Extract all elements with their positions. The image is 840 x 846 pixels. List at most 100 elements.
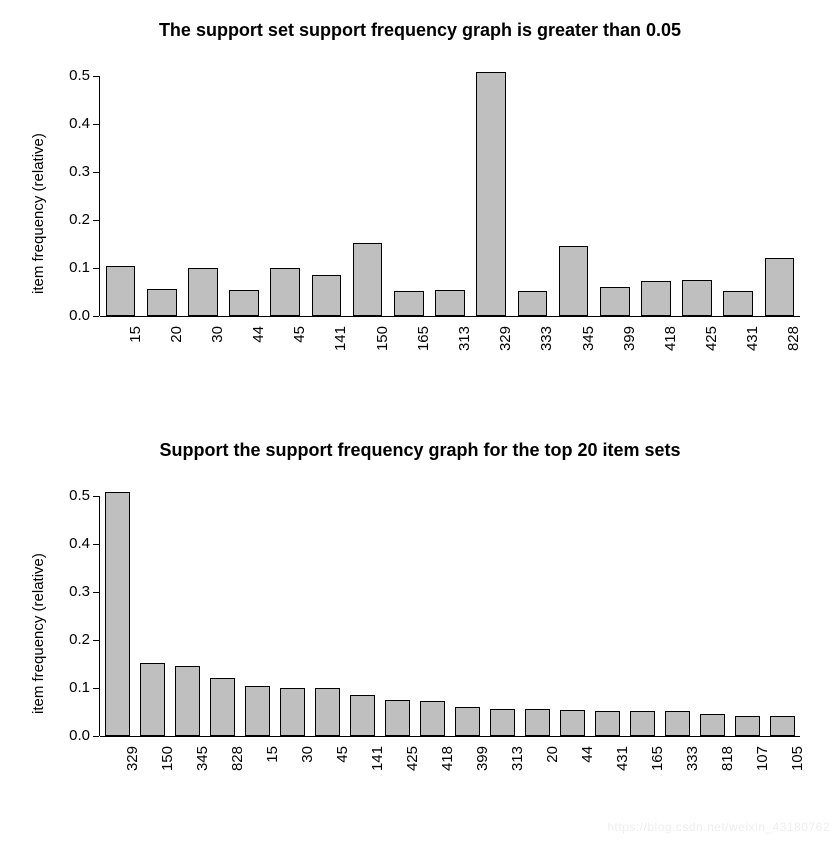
x-tick-label: 105: [789, 746, 806, 846]
bar: [140, 663, 165, 736]
bars: [100, 76, 800, 316]
x-tick-label: 425: [703, 326, 720, 426]
x-tick-label: 150: [374, 326, 391, 426]
y-tick-label: 0.5: [50, 67, 90, 84]
chart-bottom: Support the support frequency graph for …: [0, 440, 840, 830]
x-tick-label: 431: [614, 746, 631, 846]
x-tick-label: 150: [159, 746, 176, 846]
y-tick: [93, 544, 99, 545]
x-tick-label: 329: [497, 326, 514, 426]
y-tick: [93, 688, 99, 689]
bar: [525, 709, 550, 736]
x-tick-label: 345: [194, 746, 211, 846]
bar: [682, 280, 712, 316]
y-axis-label: item frequency (relative): [30, 133, 47, 294]
y-tick-label: 0.1: [50, 679, 90, 696]
y-tick-label: 0.1: [50, 259, 90, 276]
y-tick: [93, 76, 99, 77]
y-tick-label: 0.2: [50, 211, 90, 228]
y-tick: [93, 640, 99, 641]
y-tick-label: 0.3: [50, 583, 90, 600]
bar: [630, 711, 655, 736]
x-tick-label: 45: [291, 326, 308, 426]
y-tick: [93, 172, 99, 173]
x-tick-label: 333: [684, 746, 701, 846]
x-tick-label: 329: [124, 746, 141, 846]
x-tick-label: 345: [580, 326, 597, 426]
bar: [245, 686, 270, 736]
y-tick-label: 0.4: [50, 535, 90, 552]
bar: [595, 711, 620, 736]
bar: [280, 688, 305, 736]
bar: [641, 281, 671, 316]
x-tick-label: 399: [474, 746, 491, 846]
bar: [270, 268, 300, 316]
x-tick-label: 165: [415, 326, 432, 426]
bar: [665, 711, 690, 736]
bars: [100, 496, 800, 736]
y-tick: [93, 316, 99, 317]
chart-title: The support set support frequency graph …: [0, 20, 840, 41]
plot-area: 0.00.10.20.30.40.51520304445141150165313…: [100, 76, 800, 316]
bar: [476, 72, 506, 316]
plot-area: 0.00.10.20.30.40.53291503458281530451414…: [100, 496, 800, 736]
x-tick-label: 20: [544, 746, 561, 846]
x-tick-label: 828: [785, 326, 802, 426]
bar: [350, 695, 375, 736]
chart-top: The support set support frequency graph …: [0, 20, 840, 410]
y-tick: [93, 268, 99, 269]
bar: [188, 268, 218, 316]
bar: [106, 266, 136, 316]
bar: [385, 700, 410, 736]
x-tick-label: 44: [250, 326, 267, 426]
y-tick-label: 0.0: [50, 307, 90, 324]
bar: [700, 714, 725, 736]
x-tick-label: 107: [754, 746, 771, 846]
chart-title: Support the support frequency graph for …: [0, 440, 840, 461]
bar: [723, 291, 753, 316]
x-tick-label: 313: [509, 746, 526, 846]
bar: [490, 709, 515, 736]
x-tick-label: 30: [299, 746, 316, 846]
bar: [315, 688, 340, 736]
x-tick-label: 818: [719, 746, 736, 846]
y-tick-label: 0.4: [50, 115, 90, 132]
y-tick: [93, 496, 99, 497]
y-tick: [93, 592, 99, 593]
bar: [455, 707, 480, 736]
y-axis-label: item frequency (relative): [30, 553, 47, 714]
y-tick: [93, 124, 99, 125]
x-tick-label: 418: [662, 326, 679, 426]
bar: [518, 291, 548, 316]
x-tick-label: 30: [209, 326, 226, 426]
y-tick-label: 0.0: [50, 727, 90, 744]
x-tick-label: 828: [229, 746, 246, 846]
x-axis: [100, 736, 800, 737]
bar: [770, 716, 795, 736]
y-tick: [93, 220, 99, 221]
x-tick-label: 418: [439, 746, 456, 846]
bar: [560, 710, 585, 736]
x-tick-label: 20: [168, 326, 185, 426]
page: https://blog.csdn.net/weixin_43180762 Th…: [0, 0, 840, 840]
x-tick-label: 141: [332, 326, 349, 426]
x-tick-label: 399: [621, 326, 638, 426]
y-tick: [93, 736, 99, 737]
bar: [420, 701, 445, 736]
x-tick-label: 141: [369, 746, 386, 846]
x-tick-label: 333: [538, 326, 555, 426]
bar: [394, 291, 424, 316]
x-tick-label: 313: [456, 326, 473, 426]
bar: [175, 666, 200, 736]
bar: [312, 275, 342, 316]
x-tick-label: 15: [127, 326, 144, 426]
y-tick-label: 0.5: [50, 487, 90, 504]
bar: [435, 290, 465, 316]
x-tick-label: 45: [334, 746, 351, 846]
x-tick-label: 431: [744, 326, 761, 426]
bar: [210, 678, 235, 736]
y-tick-label: 0.3: [50, 163, 90, 180]
bar: [600, 287, 630, 316]
bar: [559, 246, 589, 316]
bar: [353, 243, 383, 316]
